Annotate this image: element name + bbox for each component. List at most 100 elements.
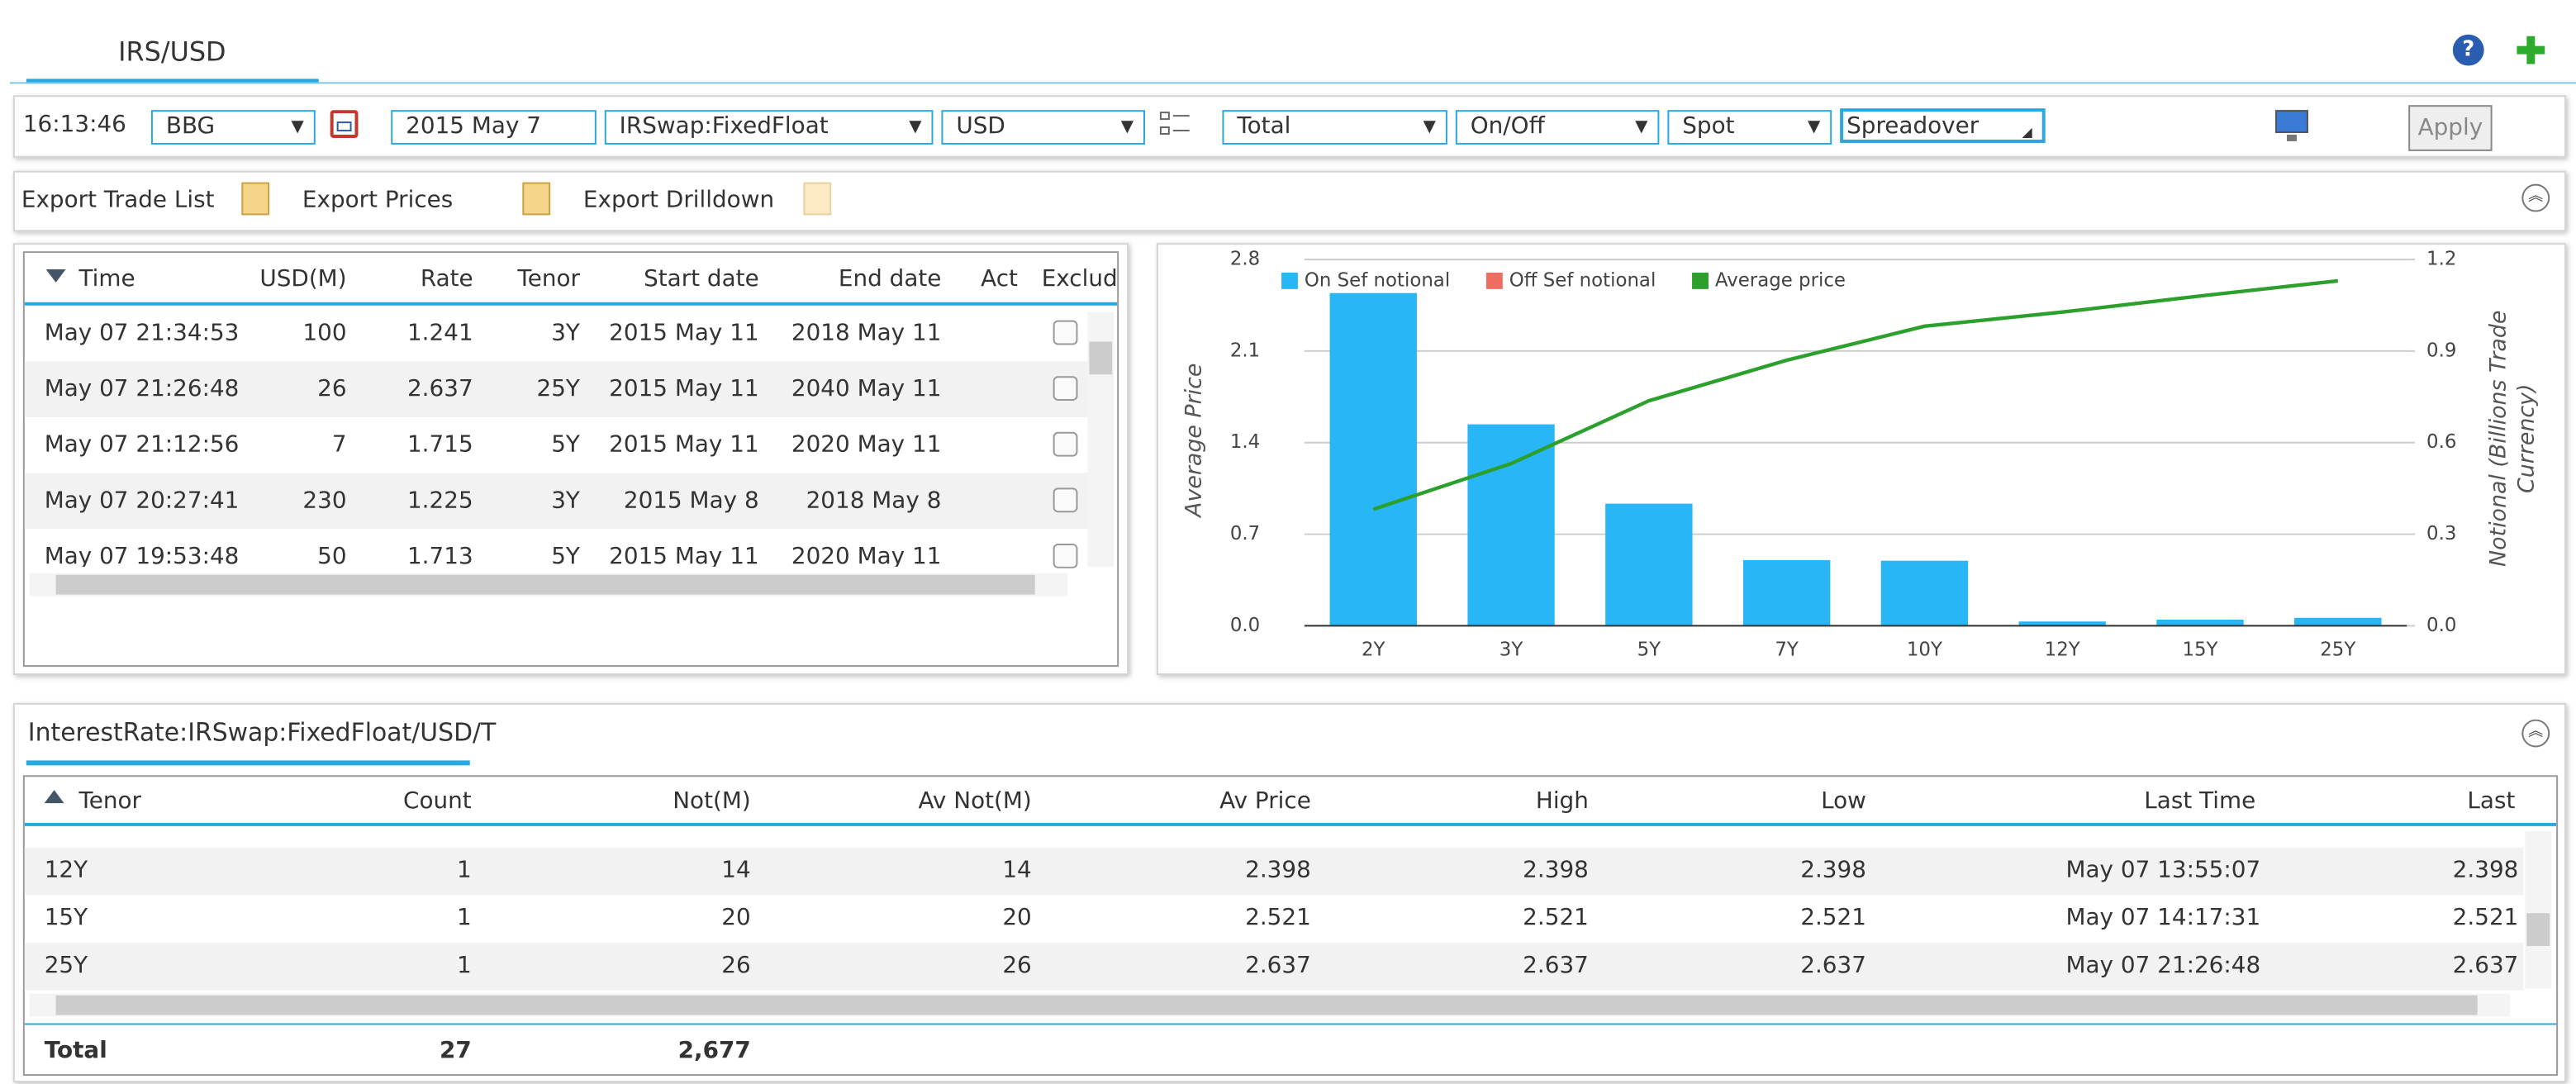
cell: May 07 21:26:48 — [2065, 952, 2261, 979]
cell: 3Y — [551, 320, 580, 347]
sef-select[interactable]: On/Off ▼ — [1455, 110, 1660, 145]
legend-label: Average price — [1715, 269, 1846, 291]
bar — [2294, 617, 2382, 626]
cell: 20 — [1002, 905, 1032, 932]
y-tick-label: 2.1 — [1230, 340, 1260, 361]
apply-button[interactable]: Apply — [2408, 105, 2493, 151]
spread-select[interactable]: Spreadover ◢ — [1840, 108, 2046, 143]
cell: 2018 May 11 — [791, 320, 942, 347]
row-band — [24, 361, 1088, 417]
cell: 1.715 — [406, 431, 473, 459]
cell: 2.521 — [2452, 905, 2519, 932]
cell: 1 — [456, 952, 472, 979]
y2-tick-label: 0.6 — [2426, 431, 2456, 453]
select-text: 2015 May 7 — [406, 113, 541, 140]
cell: 230 — [302, 487, 347, 515]
checkbox[interactable] — [1053, 487, 1078, 513]
cell: May 07 21:26:48 — [44, 376, 240, 403]
row-band — [24, 473, 1088, 530]
bar — [2018, 621, 2106, 626]
x-tick-label: 3Y — [1499, 639, 1524, 661]
date-input[interactable]: 2015 May 7 — [391, 110, 596, 145]
cell: May 07 20:27:41 — [44, 487, 240, 515]
export-icon[interactable] — [241, 182, 270, 216]
bar — [2156, 619, 2244, 626]
list-icon[interactable] — [1159, 112, 1190, 138]
v-scrollbar[interactable] — [1087, 311, 1115, 567]
x-tick-label: 7Y — [1775, 639, 1799, 661]
cell: 2.637 — [2452, 952, 2519, 979]
column-header: Tenor — [78, 788, 141, 815]
bar — [1605, 503, 1693, 626]
h-scrollbar[interactable] — [29, 993, 2511, 1017]
cell: 26 — [1002, 952, 1032, 979]
cell: 100 — [302, 320, 347, 347]
collapse-button[interactable]: ︽ — [2521, 183, 2550, 212]
cell: May 07 14:17:31 — [2065, 905, 2261, 932]
y2-tick-label: 0.9 — [2426, 340, 2456, 361]
calendar-icon[interactable] — [330, 110, 359, 138]
sort-arrow — [45, 269, 66, 283]
export-icon[interactable] — [803, 182, 832, 216]
select-text: BBG — [165, 113, 216, 140]
legend-swatch — [1485, 272, 1503, 289]
row-band — [24, 847, 2524, 896]
cell: 2.398 — [1523, 857, 1589, 884]
cell: 2.398 — [2452, 857, 2519, 884]
instrument-select[interactable]: IRSwap:FixedFloat ▼ — [604, 110, 934, 145]
export-link[interactable]: Export Trade List — [21, 187, 215, 214]
cell: 2018 May 8 — [806, 487, 942, 515]
column-header: Exclude — [1041, 266, 1118, 292]
cell: May 07 13:55:07 — [2065, 857, 2261, 884]
column-header: High — [1535, 788, 1589, 815]
cell: 2.637 — [1523, 952, 1589, 979]
cell: 2.521 — [1245, 905, 1311, 932]
export-link[interactable]: Export Drilldown — [582, 187, 775, 214]
cell: 1.241 — [406, 320, 473, 347]
cell: 14 — [1002, 857, 1032, 884]
total-cell: Total — [44, 1038, 107, 1065]
clock: 16:13:46 — [22, 112, 126, 138]
collapse-button[interactable]: ︽ — [2521, 719, 2550, 748]
cell: 26 — [721, 952, 751, 979]
help-icon[interactable]: ? — [2452, 34, 2484, 66]
cell: 25Y — [44, 952, 88, 979]
export-icon[interactable] — [522, 182, 551, 216]
bar — [1467, 424, 1555, 626]
cell: 2015 May 11 — [609, 431, 759, 459]
export-bar — [12, 170, 2567, 232]
cell: 3Y — [551, 487, 580, 515]
settlement-select[interactable]: Spot ▼ — [1667, 110, 1832, 145]
add-icon[interactable] — [2517, 36, 2545, 64]
cell: 15Y — [44, 905, 88, 932]
column-header: End date — [838, 266, 942, 292]
select-text: Spreadover — [1846, 113, 1980, 140]
source-select[interactable]: BBG ▼ — [150, 110, 316, 145]
currency-select[interactable]: USD ▼ — [941, 110, 1145, 145]
toolbar — [12, 95, 2567, 158]
y-tick-label: 2.8 — [1230, 249, 1260, 270]
cell: May 07 21:12:56 — [44, 431, 240, 459]
checkbox[interactable] — [1053, 320, 1078, 345]
export-link[interactable]: Export Prices — [302, 187, 454, 214]
legend-swatch — [1281, 272, 1298, 289]
select-text: On/Off — [1470, 113, 1545, 140]
v-scrollbar[interactable] — [2525, 830, 2552, 989]
checkbox[interactable] — [1053, 431, 1078, 457]
h-scrollbar[interactable] — [29, 573, 1068, 597]
monitor-icon[interactable] — [2275, 110, 2308, 141]
select-text: IRSwap:FixedFloat — [619, 113, 829, 140]
column-header: Last — [2467, 788, 2516, 815]
column-header: Rate — [420, 266, 473, 292]
checkbox[interactable] — [1053, 376, 1078, 402]
y2-tick-label: 1.2 — [2426, 249, 2456, 270]
x-tick-label: 15Y — [2182, 639, 2218, 661]
cell: 2.637 — [1245, 952, 1311, 979]
column-header: USD(M) — [259, 266, 347, 292]
select-text: Total — [1237, 113, 1291, 140]
cell: May 07 19:53:48 — [44, 543, 240, 570]
aggregation-select[interactable]: Total ▼ — [1222, 110, 1447, 145]
checkbox[interactable] — [1053, 543, 1078, 568]
page-title: IRS/USD — [118, 36, 226, 68]
total-cell: 27 — [439, 1038, 472, 1065]
